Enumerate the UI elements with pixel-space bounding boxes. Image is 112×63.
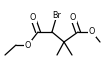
Text: O: O	[70, 13, 76, 22]
Text: O: O	[30, 13, 36, 22]
Text: Br: Br	[53, 11, 61, 20]
Text: O: O	[25, 41, 31, 50]
Text: O: O	[89, 28, 95, 36]
